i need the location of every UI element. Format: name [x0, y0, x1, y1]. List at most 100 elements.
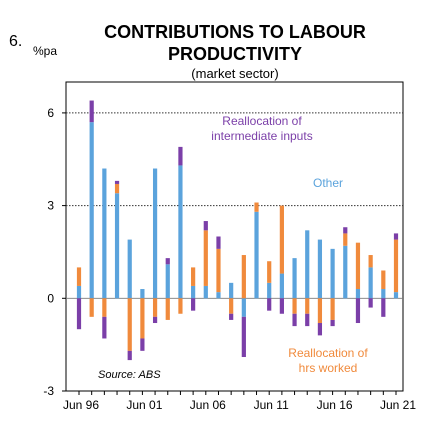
bar-reallocation_hours	[267, 261, 272, 283]
source-note: Source: ABS	[98, 369, 161, 381]
bar-reallocation_hours	[178, 298, 183, 314]
x-tick-label: Jun 16	[317, 398, 353, 412]
chart-title-line-2: PRODUCTIVITY	[167, 44, 302, 64]
bar-reallocation_hours	[381, 270, 386, 290]
bar-reallocation_hours	[292, 298, 297, 314]
bar-other	[178, 165, 183, 299]
y-tick-label: 0	[47, 291, 54, 305]
bar-reallocation_intermediate	[76, 298, 82, 330]
bar-other	[241, 298, 246, 317]
bar-reallocation_intermediate	[229, 313, 234, 320]
bar-other	[355, 289, 361, 299]
x-tick-label: Jun 11	[254, 398, 289, 412]
bar-other	[343, 245, 348, 299]
bar-reallocation_hours	[203, 230, 208, 286]
bar-other	[203, 285, 208, 299]
bar-reallocation_intermediate	[152, 316, 158, 324]
bar-reallocation_hours	[102, 298, 107, 317]
annotation-reallocation-intermediate: Reallocation of	[222, 114, 302, 128]
bar-reallocation_hours	[355, 242, 361, 290]
bar-reallocation_hours	[305, 298, 310, 314]
bar-reallocation_hours	[114, 183, 120, 194]
bar-reallocation_hours	[216, 248, 221, 293]
bar-reallocation_intermediate	[305, 313, 310, 327]
bar-reallocation_intermediate	[279, 298, 284, 314]
bar-reallocation_hours	[140, 298, 145, 339]
bar-other	[76, 285, 82, 299]
bar-other	[127, 239, 132, 299]
bar-other	[89, 122, 94, 299]
x-tick-label: Jun 01	[126, 398, 162, 412]
bar-reallocation_intermediate	[216, 236, 221, 249]
bar-reallocation_intermediate	[267, 298, 272, 311]
bar-reallocation_intermediate	[292, 313, 297, 327]
annotation-other: Other	[313, 176, 343, 190]
bar-reallocation_hours	[317, 298, 323, 324]
x-tick-label: Jun 06	[190, 398, 226, 412]
bar-other	[368, 267, 373, 299]
bar-other	[292, 258, 297, 299]
chart-subtitle: (market sector)	[191, 66, 279, 81]
bar-reallocation_intermediate	[241, 316, 246, 358]
bar-other	[216, 292, 221, 299]
x-tick-label: Jun 96	[63, 398, 99, 412]
bar-reallocation_intermediate	[355, 298, 361, 324]
plot-frame	[65, 81, 404, 392]
bar-reallocation_intermediate	[368, 298, 373, 308]
y-tick-label: 3	[47, 199, 54, 213]
bar-reallocation_intermediate	[393, 233, 399, 240]
bar-reallocation_hours	[330, 298, 335, 320]
bar-reallocation_hours	[191, 267, 196, 286]
bar-reallocation_intermediate	[191, 298, 196, 311]
annotation-reallocation-hours: hrs worked	[299, 361, 358, 375]
bar-other	[191, 285, 196, 299]
bar-reallocation_intermediate	[178, 146, 183, 166]
bar-other	[330, 248, 335, 299]
bar-reallocation_hours	[254, 202, 259, 212]
bar-other	[279, 273, 284, 299]
bar-reallocation_intermediate	[165, 258, 170, 265]
bar-reallocation_hours	[343, 233, 348, 246]
bar-other	[102, 168, 107, 299]
x-tick-label: Jun 21	[380, 398, 416, 412]
bar-reallocation_hours	[152, 298, 158, 317]
bar-other	[152, 168, 158, 299]
bar-reallocation_hours	[279, 205, 284, 274]
bar-reallocation_hours	[76, 267, 82, 286]
bar-reallocation_intermediate	[89, 100, 94, 123]
bar-reallocation_intermediate	[381, 298, 386, 317]
bar-reallocation_hours	[127, 298, 132, 351]
bar-reallocation_hours	[229, 298, 234, 314]
figure-number: 6.	[9, 33, 23, 50]
annotation-reallocation-hours: Reallocation of	[288, 346, 368, 360]
bar-reallocation_intermediate	[330, 319, 335, 327]
bar-other	[229, 282, 234, 299]
bar-other	[165, 264, 170, 299]
bar-other	[317, 239, 323, 299]
bar-reallocation_hours	[393, 239, 399, 293]
bar-other	[381, 289, 386, 299]
bar-reallocation_intermediate	[127, 350, 132, 361]
y-tick-label: 6	[47, 106, 54, 120]
bar-other	[254, 211, 259, 299]
y-axis-unit: %pa	[33, 44, 58, 58]
bar-reallocation_intermediate	[203, 221, 208, 231]
bar-reallocation_intermediate	[114, 180, 120, 184]
bar-reallocation_hours	[241, 255, 246, 299]
bar-reallocation_intermediate	[317, 323, 323, 336]
bar-reallocation_hours	[89, 298, 94, 317]
bar-other	[305, 230, 310, 299]
bar-reallocation_intermediate	[140, 338, 145, 351]
bar-other	[267, 282, 272, 299]
chart-title-line-1: CONTRIBUTIONS TO LABOUR	[104, 22, 366, 42]
bar-reallocation_hours	[165, 298, 170, 320]
bar-reallocation_intermediate	[343, 227, 348, 234]
y-tick-label: -3	[43, 384, 54, 398]
bar-other	[114, 193, 120, 299]
bar-reallocation_intermediate	[102, 316, 107, 339]
bar-reallocation_hours	[368, 255, 373, 268]
bar-other	[140, 289, 145, 299]
bar-other	[393, 292, 399, 299]
annotation-reallocation-intermediate: intermediate inputs	[211, 129, 312, 143]
